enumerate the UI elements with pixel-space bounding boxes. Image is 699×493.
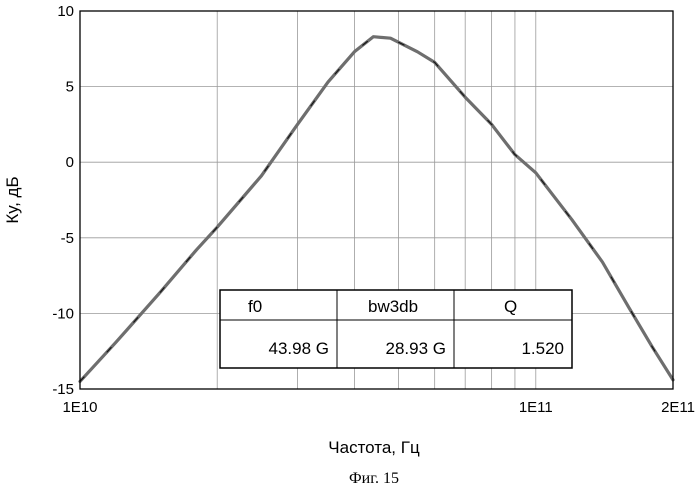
y-tick-label: 0	[66, 154, 74, 171]
table-value-bw3db: 28.93 G	[386, 339, 447, 358]
y-axis-label: Ку, дБ	[3, 176, 22, 223]
results-table: f0 bw3db Q 43.98 G 28.93 G 1.520	[220, 290, 572, 368]
figure-caption: Фиг. 15	[349, 470, 399, 487]
y-tick-label: -5	[61, 230, 74, 247]
table-value-f0: 43.98 G	[269, 339, 330, 358]
y-tick-label: -10	[52, 305, 74, 322]
table-header-f0: f0	[248, 297, 262, 316]
table-header-q: Q	[504, 297, 517, 316]
x-axis-label: Частота, Гц	[328, 438, 420, 457]
y-tick-label: 10	[57, 3, 74, 20]
table-value-q: 1.520	[521, 339, 564, 358]
y-tick-label: 5	[66, 79, 74, 96]
y-tick-label: -15	[52, 381, 74, 398]
table-header-bw3db: bw3db	[368, 297, 418, 316]
x-tick-label: 1E11	[519, 399, 553, 416]
x-tick-label: 1E10	[62, 399, 97, 416]
x-tick-label: 2E11	[661, 399, 695, 416]
